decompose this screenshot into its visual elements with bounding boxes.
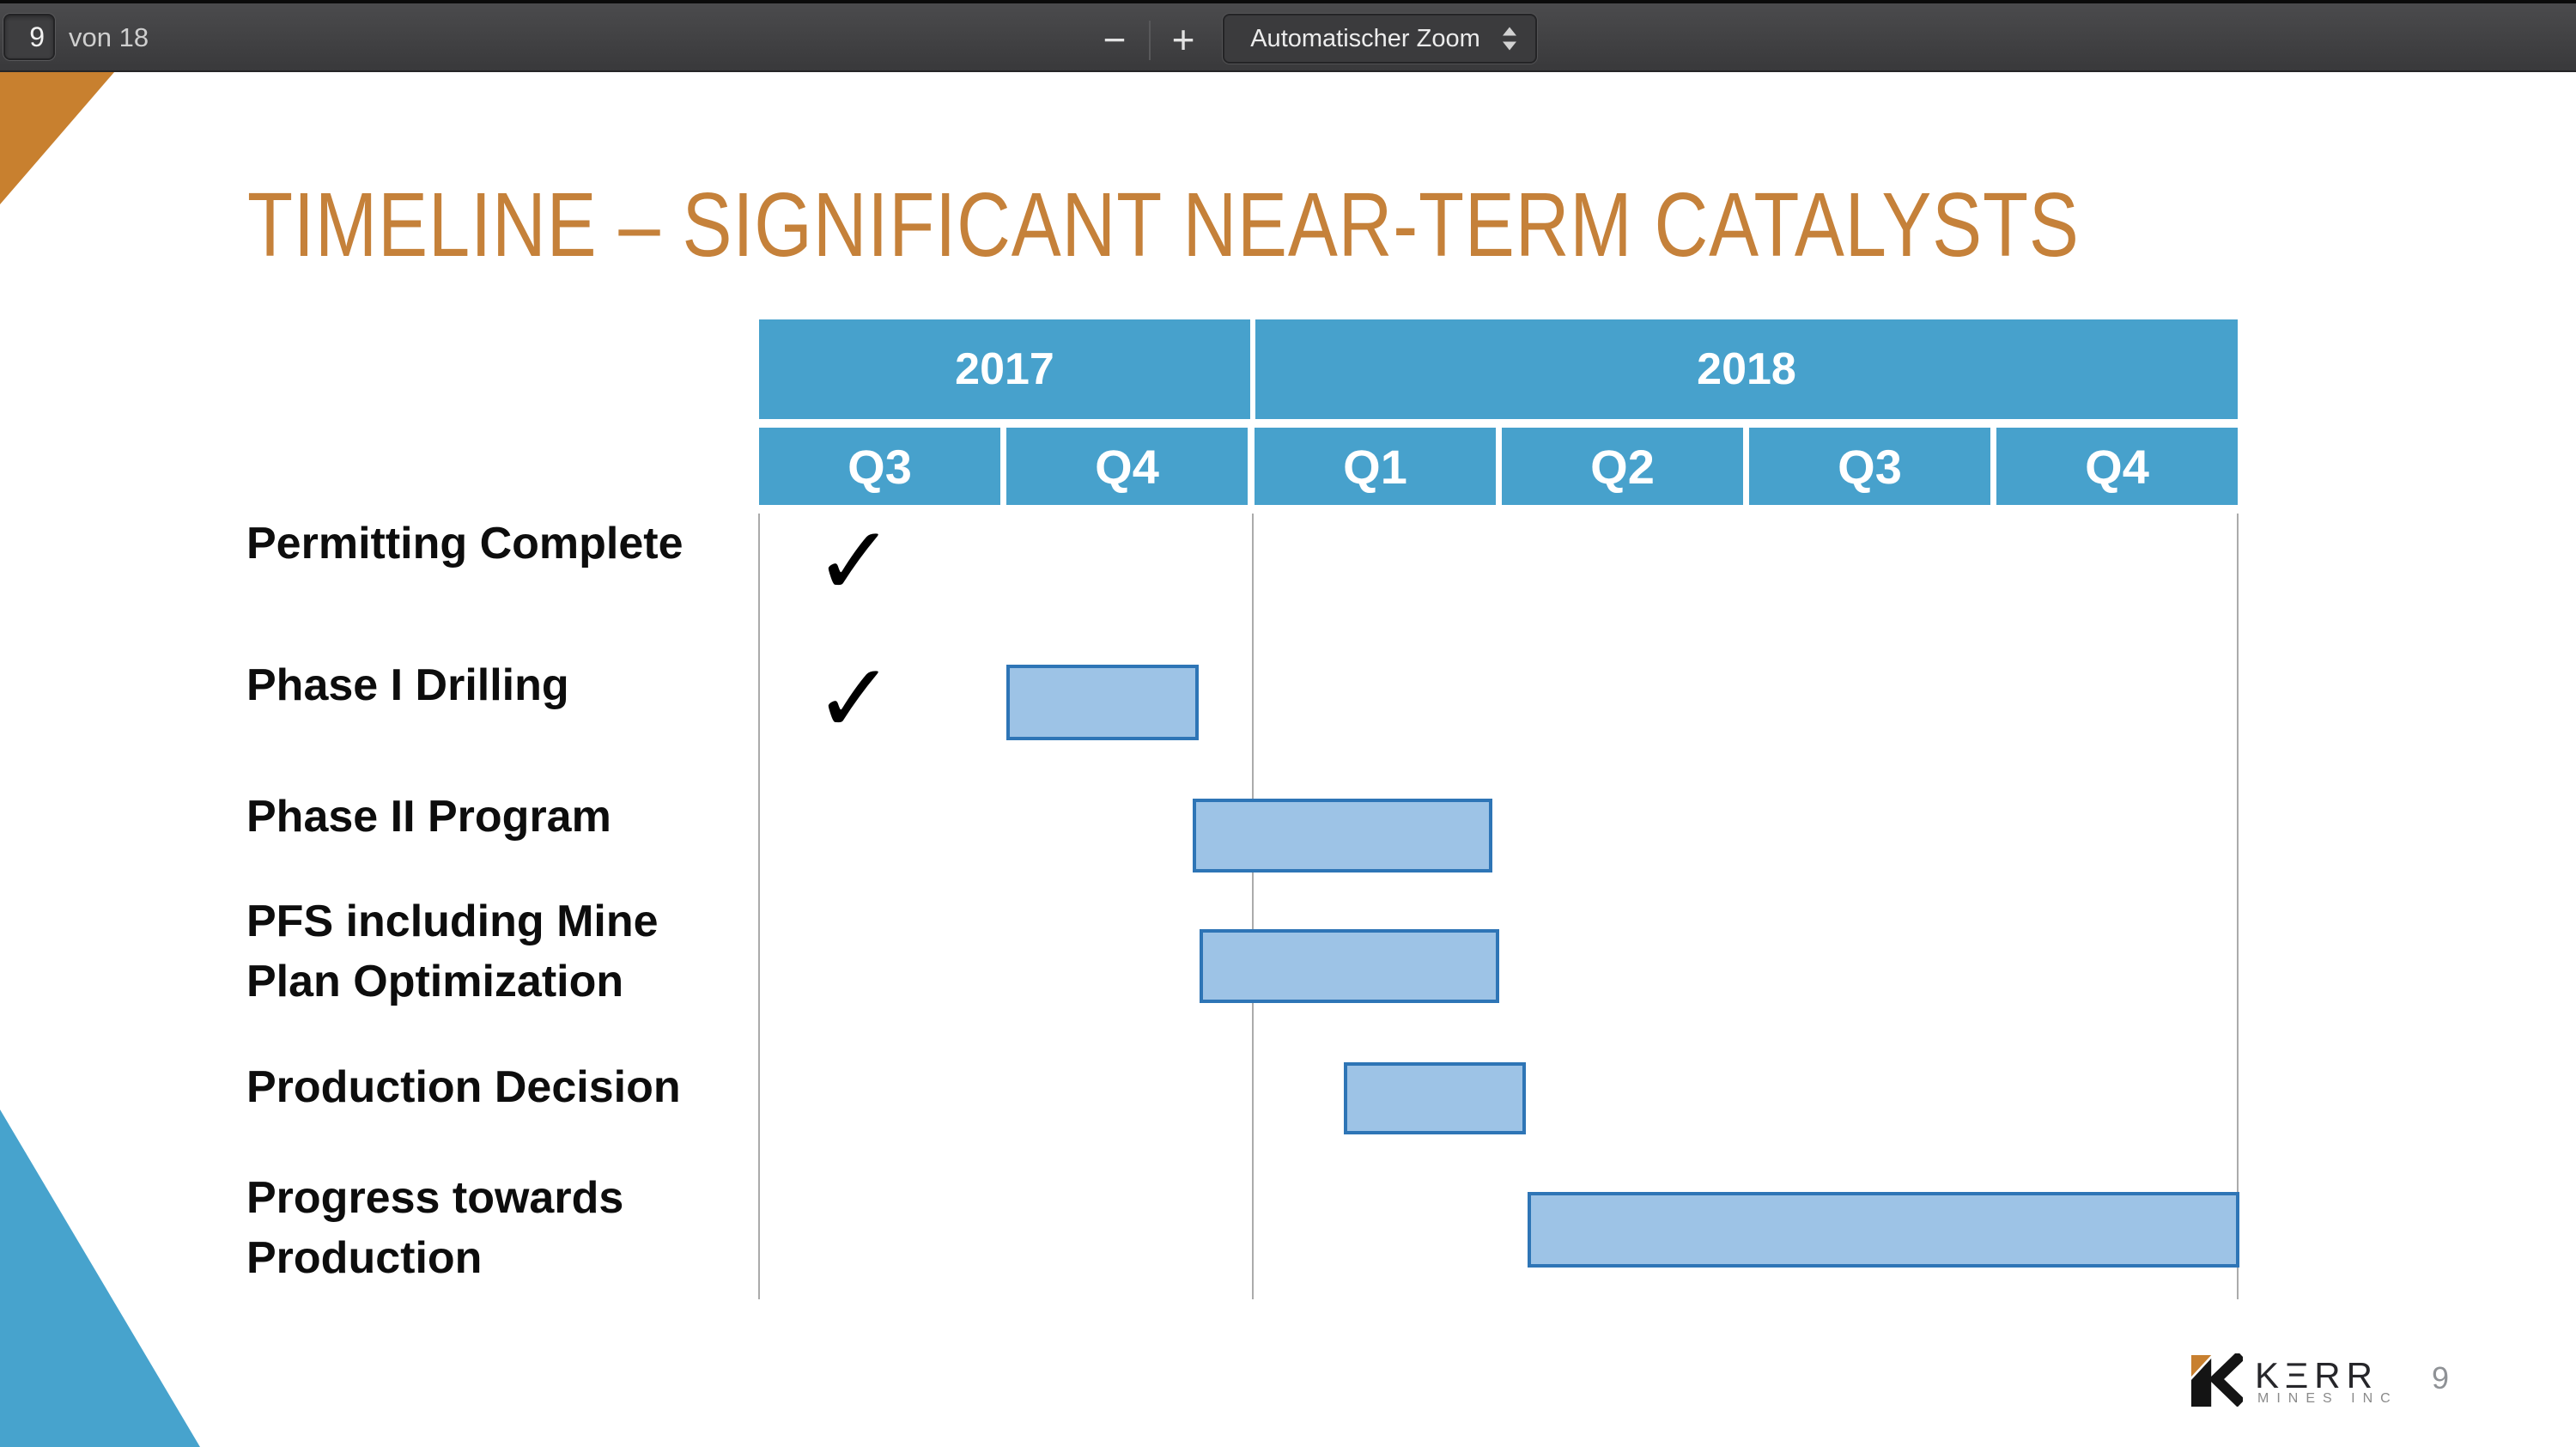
quarter-header-q1-2018: Q1	[1255, 428, 1496, 505]
gantt-bar-phase-1-drilling	[1006, 665, 1199, 740]
gantt-bar-phase-2-program	[1193, 799, 1492, 872]
grid-line-left	[758, 514, 760, 1299]
checkmark-icon-permitting: ✓	[814, 506, 895, 617]
quarter-header-q4-2017: Q4	[1006, 428, 1248, 505]
corner-triangle-orange	[0, 72, 114, 204]
kerr-wordmark: KΞRR	[2255, 1355, 2379, 1395]
year-header-2017: 2017	[759, 319, 1250, 419]
toolbar-separator	[1149, 21, 1151, 60]
task-label-phase-1-drilling: Phase I Drilling	[246, 660, 569, 710]
task-label-permitting-complete: Permitting Complete	[246, 519, 683, 568]
slide-title: TIMELINE – SIGNIFICANT NEAR-TERM CATALYS…	[247, 174, 2080, 276]
task-label-progress-towards-production: Progress towards Production	[246, 1173, 624, 1283]
pdf-toolbar: von 18 − + Automatischer Zoom	[0, 0, 2576, 72]
gantt-bar-progress-towards-production	[1528, 1192, 2239, 1268]
page-number-input[interactable]	[3, 14, 55, 60]
kerr-mines-logo: KΞRR MINES INC	[2190, 1353, 2447, 1408]
kerr-logo-mark	[2190, 1353, 2243, 1407]
task-label-phase-2-program: Phase II Program	[246, 792, 611, 842]
slide-page-number: 9	[2432, 1360, 2450, 1395]
zoom-in-button[interactable]: +	[1157, 3, 1209, 76]
quarter-header-q4-2018: Q4	[1996, 428, 2238, 505]
quarter-header-q3-2017: Q3	[759, 428, 1000, 505]
task-label-production-decision: Production Decision	[246, 1062, 681, 1112]
zoom-level-select[interactable]: Automatischer Zoom	[1223, 14, 1537, 64]
zoom-out-button[interactable]: −	[1089, 3, 1140, 76]
gantt-bar-production-decision	[1344, 1062, 1526, 1134]
page-count-label: von 18	[69, 22, 149, 52]
grid-line-year-boundary	[1252, 514, 1254, 1299]
grid-line-right	[2237, 514, 2239, 1299]
slide-page: TIMELINE – SIGNIFICANT NEAR-TERM CATALYS…	[0, 72, 2576, 1447]
task-label-pfs: PFS including Mine Plan Optimization	[246, 897, 659, 1006]
zoom-level-value: Automatischer Zoom	[1250, 24, 1480, 52]
quarter-header-q3-2018: Q3	[1749, 428, 1990, 505]
corner-triangle-blue	[0, 1110, 200, 1447]
gantt-bar-pfs	[1200, 929, 1499, 1003]
select-arrows-icon	[1503, 27, 1516, 51]
kerr-subtext: MINES INC	[2257, 1391, 2398, 1406]
checkmark-icon-phase-1: ✓	[814, 643, 895, 755]
year-header-2018: 2018	[1255, 319, 2238, 419]
quarter-header-q2-2018: Q2	[1502, 428, 1743, 505]
